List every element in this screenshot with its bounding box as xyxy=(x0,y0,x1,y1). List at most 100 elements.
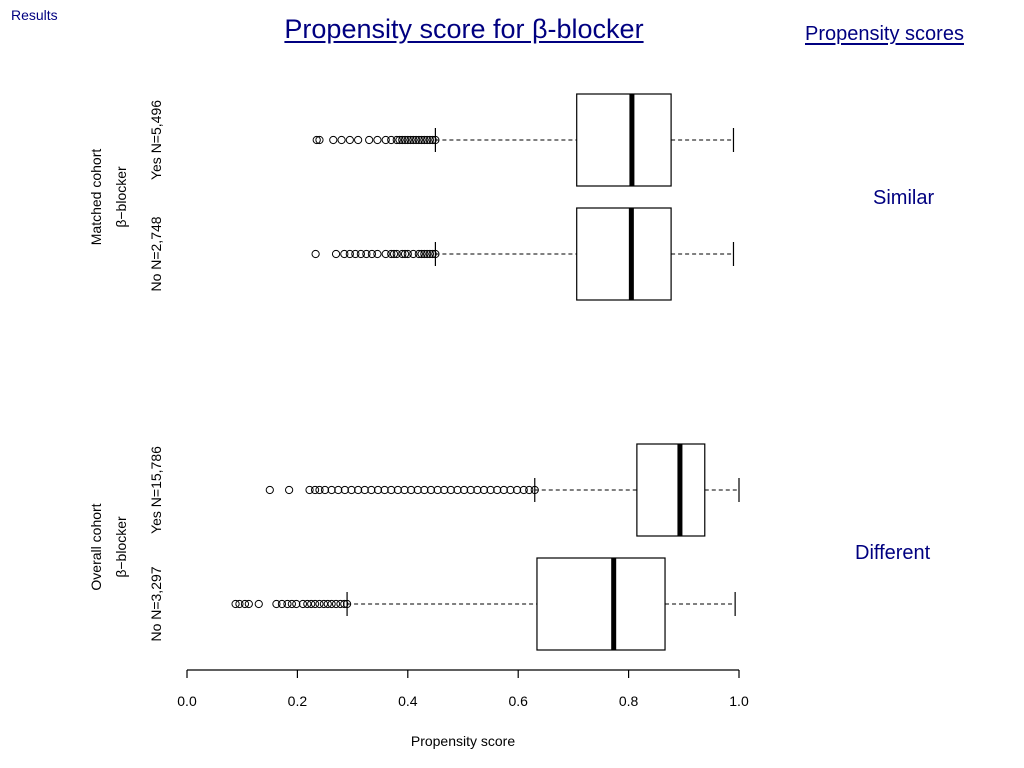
outlier-point xyxy=(398,249,407,259)
x-axis-label: Propensity score xyxy=(411,733,515,749)
section-link[interactable]: Propensity scores xyxy=(805,23,964,45)
outlier-point xyxy=(342,599,352,609)
outlier-point xyxy=(414,249,423,259)
outlier-point xyxy=(380,485,389,495)
outlier-point xyxy=(329,135,338,145)
outlier-point xyxy=(417,249,426,259)
box-series-1-0 xyxy=(265,443,740,537)
outlier-point xyxy=(403,249,412,259)
outlier-point xyxy=(387,485,396,495)
outlier-point xyxy=(420,135,429,145)
outlier-point xyxy=(254,599,263,609)
outlier-point xyxy=(367,249,377,259)
group-label-line: Matched cohort xyxy=(88,149,104,246)
outlier-point xyxy=(414,135,423,145)
outlier-point xyxy=(466,485,475,495)
outlier-point xyxy=(460,485,469,495)
outlier-point xyxy=(373,249,382,259)
outlier-point xyxy=(420,249,429,259)
outlier-point xyxy=(512,485,522,495)
slide-title: Propensity score for β-blocker xyxy=(284,14,644,44)
outlier-point xyxy=(440,485,449,495)
outlier-point xyxy=(417,135,426,145)
outlier-point xyxy=(287,599,296,609)
outlier-point xyxy=(331,599,341,609)
outlier-point xyxy=(400,485,409,495)
outlier-point xyxy=(409,135,418,145)
outlier-point xyxy=(340,599,349,609)
group-label-line: Overall cohort xyxy=(88,503,104,590)
outlier-point xyxy=(530,485,539,495)
outlier-point xyxy=(381,249,390,259)
series-label: No N=3,297 xyxy=(148,566,164,641)
outlier-point xyxy=(320,485,330,495)
outlier-point xyxy=(387,249,396,259)
outlier-point xyxy=(381,135,390,145)
outlier-point xyxy=(319,599,328,609)
note-different: Different xyxy=(855,542,931,564)
series-label: No N=2,748 xyxy=(148,216,164,291)
outlier-point xyxy=(428,249,437,259)
outlier-point xyxy=(426,485,436,495)
outlier-point xyxy=(389,249,399,259)
outlier-point xyxy=(340,485,349,495)
outlier-point xyxy=(425,249,434,259)
outlier-point xyxy=(486,485,495,495)
outlier-point xyxy=(423,135,432,145)
outlier-point xyxy=(315,485,324,495)
outlier-point xyxy=(362,249,371,259)
iqr-box xyxy=(576,93,672,187)
x-tick-label: 0.2 xyxy=(288,693,308,709)
outlier-point xyxy=(310,599,320,609)
outlier-point xyxy=(307,599,316,609)
outlier-point xyxy=(387,135,396,145)
outlier-point xyxy=(403,135,412,145)
outlier-point xyxy=(395,135,404,145)
outlier-point xyxy=(310,485,320,495)
box-group-0 xyxy=(311,93,735,301)
x-tick-label: 0.6 xyxy=(508,693,528,709)
x-tick-label: 0.0 xyxy=(177,693,197,709)
x-tick-label: 0.8 xyxy=(619,693,639,709)
outlier-point xyxy=(425,135,434,145)
outlier-point xyxy=(265,485,274,495)
outlier-point xyxy=(519,485,528,495)
outlier-point xyxy=(331,249,341,259)
outlier-point xyxy=(231,599,240,609)
outlier-point xyxy=(453,485,462,495)
outlier-point xyxy=(373,485,383,495)
outlier-point xyxy=(431,135,440,145)
outlier-point xyxy=(277,599,287,609)
outlier-point xyxy=(392,249,401,259)
outlier-point xyxy=(356,249,365,259)
box-series-0-1 xyxy=(311,207,735,301)
outlier-point xyxy=(433,485,442,495)
outlier-point xyxy=(292,599,301,609)
outlier-point xyxy=(493,485,502,495)
box-series-0-0 xyxy=(312,93,735,187)
outlier-point xyxy=(315,135,324,145)
outlier-point xyxy=(303,599,312,609)
outlier-point xyxy=(506,485,515,495)
outlier-point xyxy=(409,249,418,259)
outlier-point xyxy=(351,249,360,259)
group-label-line: β−blocker xyxy=(113,166,129,228)
outlier-point xyxy=(354,485,363,495)
outlier-point xyxy=(235,599,244,609)
outlier-point xyxy=(406,135,415,145)
outlier-point xyxy=(283,599,292,609)
x-tick-label: 0.4 xyxy=(398,693,418,709)
corner-label: Results xyxy=(11,7,58,23)
outlier-point xyxy=(365,135,374,145)
outlier-point xyxy=(336,599,345,609)
outlier-point xyxy=(347,485,356,495)
x-axis: 0.0 0.2 0.4 0.6 0.8 1.0 Propensity score xyxy=(177,669,749,749)
outlier-point xyxy=(393,485,402,495)
outlier-point xyxy=(244,599,253,609)
group-labels-layer: Yes N=5,496 No N=2,748 Matched cohort β−blo… xyxy=(88,100,164,642)
outlier-point xyxy=(360,485,369,495)
outlier-point xyxy=(323,599,332,609)
outlier-point xyxy=(446,485,455,495)
outlier-point xyxy=(392,135,401,145)
